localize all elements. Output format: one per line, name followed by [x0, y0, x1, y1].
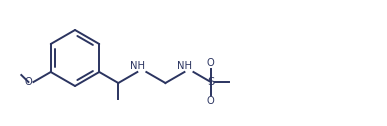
Text: O: O [207, 58, 215, 68]
Text: S: S [207, 77, 214, 87]
Text: O: O [25, 77, 33, 87]
Text: NH: NH [177, 61, 192, 71]
Text: NH: NH [130, 61, 145, 71]
Text: O: O [207, 96, 215, 106]
